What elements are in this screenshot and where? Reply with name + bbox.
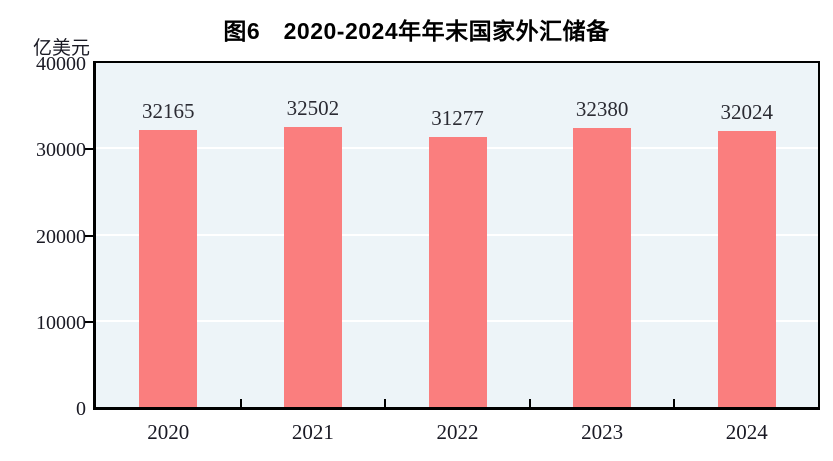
x-axis-tick (239, 399, 242, 407)
x-axis-tick-label: 2020 (147, 420, 190, 444)
x-axis-tick (384, 399, 387, 407)
y-axis-tick-label: 40000 (36, 53, 86, 75)
y-axis-tick (85, 148, 94, 151)
plot-area: 32165 32502 31277 32380 32024 (93, 61, 820, 410)
y-axis-tick (85, 234, 94, 237)
y-axis-tick (85, 320, 94, 323)
y-axis-unit-label: 亿美元 (32, 38, 90, 59)
bar-value-label: 32024 (720, 99, 773, 124)
x-axis-tick-label: 2022 (436, 420, 479, 444)
bar-value-label: 32502 (286, 95, 340, 120)
y-axis-tick-label: 10000 (36, 311, 86, 334)
bar (717, 130, 776, 407)
x-axis-tick-label: 2021 (291, 420, 334, 444)
y-axis-tick-label: 0 (76, 398, 86, 420)
bar-value-label: 32380 (575, 96, 629, 121)
x-axis-tick (528, 399, 531, 407)
x-axis-tick-label: 2023 (581, 420, 624, 444)
bar (139, 129, 198, 407)
bar (283, 126, 342, 407)
bar-value-label: 31277 (431, 106, 484, 131)
y-axis-tick-label: 30000 (36, 139, 86, 162)
bar-value-label: 32165 (142, 98, 195, 123)
bar (428, 137, 487, 407)
x-axis-tick (673, 399, 676, 407)
y-axis-tick-label: 20000 (36, 225, 86, 248)
x-axis-tick-label: 2024 (725, 420, 768, 444)
chart-title: 图6 2020-2024年年末国家外汇储备 (223, 18, 610, 44)
bar (573, 127, 632, 407)
